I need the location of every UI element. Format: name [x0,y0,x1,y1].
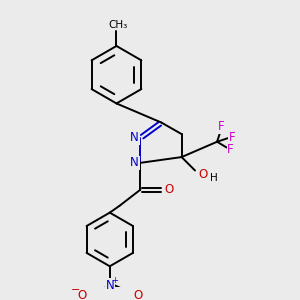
Text: F: F [218,120,224,133]
Text: O: O [198,168,207,181]
Text: F: F [229,131,236,144]
Text: N: N [130,156,139,169]
Text: CH₃: CH₃ [109,20,128,30]
Text: O: O [133,289,142,300]
Text: N: N [130,131,139,144]
Text: N: N [105,279,114,292]
Text: +: + [111,276,118,285]
Text: H: H [210,173,218,183]
Text: O: O [77,289,87,300]
Text: −: − [70,285,80,295]
Text: O: O [164,183,174,196]
Text: F: F [227,143,234,156]
